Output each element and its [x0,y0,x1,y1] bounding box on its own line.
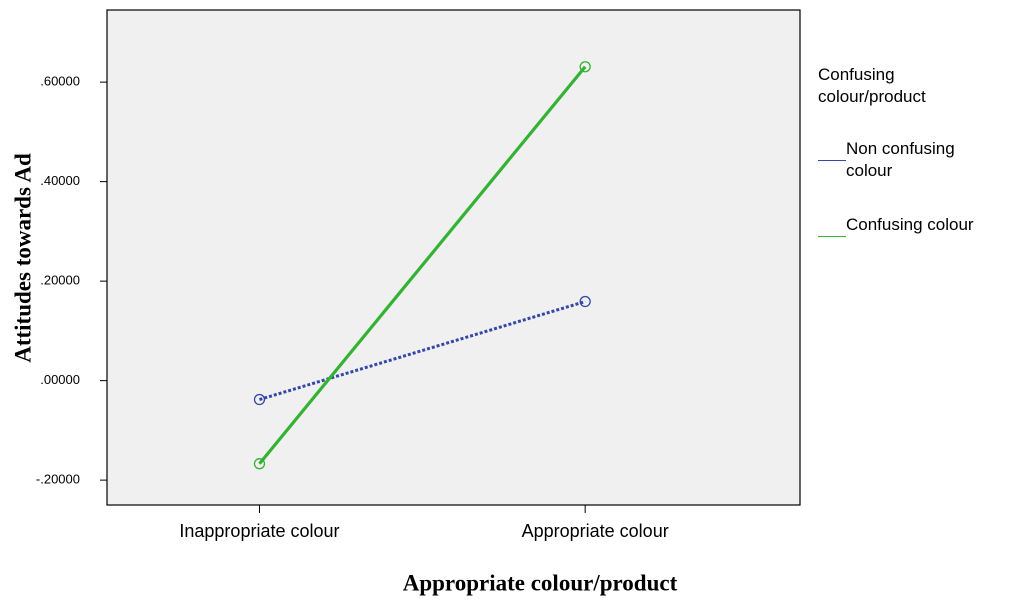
legend-label: Non confusing colour [846,139,955,180]
y-tick-label: .00000 [40,372,80,387]
legend: Confusing colour/product Non confusing c… [818,64,1008,237]
legend-label: Confusing colour [846,215,974,234]
point-marker [253,393,266,406]
plot-area [106,9,801,506]
y-axis-label: Attitudes towards Ad [10,153,35,363]
y-tick-label: .40000 [40,173,80,188]
y-tick-label: -.20000 [36,472,80,487]
y-tick-label: .20000 [40,273,80,288]
legend-swatch [818,160,846,161]
legend-title: Confusing colour/product [818,65,926,106]
series-line [259,300,586,401]
point-marker [579,61,591,73]
series-line [258,65,587,465]
legend-entry: Confusing colour [818,214,996,237]
y-tick-label: .60000 [40,74,80,89]
x-tick-label: Appropriate colour [522,521,669,541]
x-axis-label: Appropriate colour/product [403,570,678,595]
legend-swatch [818,236,846,237]
legend-entry: Non confusing colour [818,138,996,182]
point-marker [579,295,591,308]
x-tick-label: Inappropriate colour [179,521,339,541]
point-marker [253,458,266,470]
